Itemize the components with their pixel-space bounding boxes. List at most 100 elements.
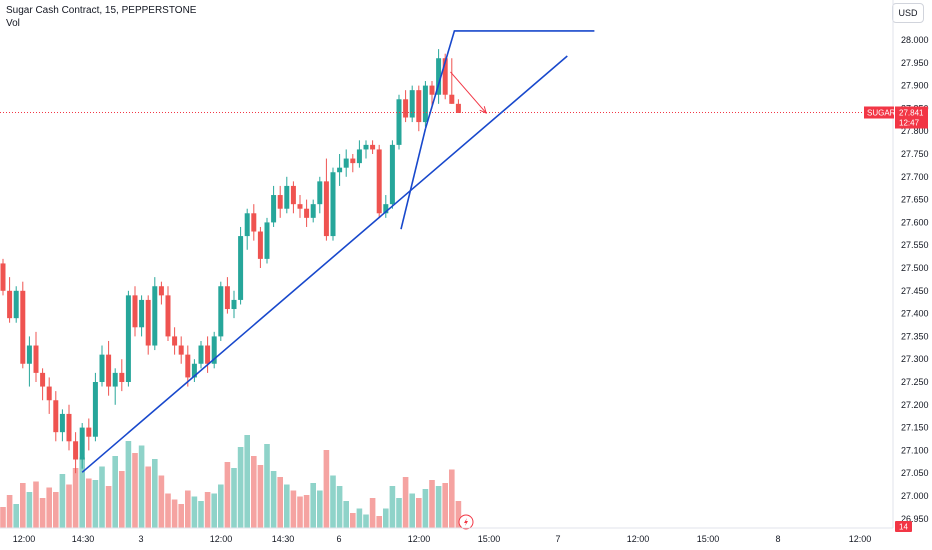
drawings[interactable] xyxy=(0,30,893,530)
candle-body xyxy=(422,85,428,123)
volume-bar xyxy=(165,493,171,528)
volume-bar xyxy=(59,474,66,528)
volume-bar xyxy=(138,445,145,528)
volume-bar xyxy=(277,477,283,528)
lightning-glyph xyxy=(464,518,468,526)
volume-bar xyxy=(39,498,46,528)
candle-body xyxy=(7,290,13,319)
volume-bar xyxy=(191,496,198,528)
candle-body xyxy=(26,345,32,364)
candle-body xyxy=(257,231,263,259)
volume-bar xyxy=(92,480,99,528)
volume-bar xyxy=(66,484,72,528)
candle-body xyxy=(370,144,376,150)
volume-bar xyxy=(429,480,435,528)
candle-body xyxy=(343,158,349,168)
candle-body xyxy=(165,295,171,337)
time-tick-label: 12:00 xyxy=(210,534,233,544)
candle-body xyxy=(125,295,131,382)
time-tick-label: 12:00 xyxy=(408,534,431,544)
time-tick-label: 15:00 xyxy=(697,534,720,544)
time-tick-label: 7 xyxy=(555,534,560,544)
price-tick-label: 27.450 xyxy=(901,286,929,296)
candle-body xyxy=(350,158,356,164)
volume-bar xyxy=(343,501,349,528)
candle-body xyxy=(106,354,112,387)
volume-bar xyxy=(79,457,85,528)
volume-bar xyxy=(297,496,303,528)
volume-bar xyxy=(409,493,415,528)
price-tick-label: 27.200 xyxy=(901,400,929,410)
candle-body xyxy=(211,336,217,364)
candle-body xyxy=(59,413,65,433)
candle-body xyxy=(290,185,296,205)
time-tick-label: 12:00 xyxy=(849,534,872,544)
candle-body xyxy=(416,90,422,123)
candle-body xyxy=(455,103,461,113)
time-tick-label: 14:30 xyxy=(72,534,95,544)
candle-body xyxy=(436,58,442,95)
time-tick-label: 8 xyxy=(775,534,780,544)
volume-bar xyxy=(303,495,310,528)
volume-bars xyxy=(0,435,462,528)
time-axis[interactable]: 12:00 14:30 3 12:00 14:30 6 12:00 15:00 7 12:00 15… xyxy=(0,527,893,544)
volume-bar xyxy=(244,435,250,528)
volume-bar xyxy=(6,495,13,528)
time-tick-label: 14:30 xyxy=(272,534,295,544)
candle-body xyxy=(79,427,85,460)
candle-body xyxy=(86,427,92,437)
price-tick-label: 28.000 xyxy=(901,35,929,45)
volume-bar xyxy=(53,492,59,528)
volume-bar xyxy=(396,498,402,528)
candle-body xyxy=(389,144,395,205)
price-tick-label: 27.750 xyxy=(901,149,929,159)
volume-bar xyxy=(317,490,323,528)
price-axis[interactable]: 28.00027.95027.90027.85027.80027.75027.7… xyxy=(892,0,929,528)
volume-bar xyxy=(132,453,138,528)
candle-body xyxy=(396,99,402,145)
volume-bar xyxy=(185,490,191,528)
candlesticks xyxy=(0,49,461,474)
price-tick-label: 27.600 xyxy=(901,217,929,227)
volume-bar xyxy=(449,469,455,528)
volume-bar xyxy=(455,501,462,528)
volume-bar xyxy=(369,498,376,528)
volume-bar xyxy=(20,483,26,528)
candle-body xyxy=(92,382,98,437)
symbol-title[interactable]: Sugar Cash Contract, 15, PEPPERSTONE xyxy=(6,5,197,16)
volume-bar xyxy=(442,483,448,528)
volume-bar xyxy=(72,468,79,528)
candle-body xyxy=(66,413,72,442)
price-tick-label: 27.000 xyxy=(901,491,929,501)
price-badge xyxy=(895,106,928,129)
volume-bar xyxy=(356,508,363,528)
symbol-badge xyxy=(864,106,894,119)
candle-body xyxy=(152,286,158,346)
volume-bar xyxy=(270,471,277,528)
candle-body xyxy=(132,295,138,328)
candle-body xyxy=(231,299,237,310)
price-tick-label: 27.050 xyxy=(901,468,929,478)
time-badge-label: 14 xyxy=(899,523,908,532)
candle-body xyxy=(442,58,448,95)
volume-bar xyxy=(46,487,52,528)
candle-body xyxy=(310,204,316,218)
candle-body xyxy=(409,90,415,118)
candle-body xyxy=(356,149,362,164)
candle-body xyxy=(383,204,389,214)
symbol-badge-label: SUGAR xyxy=(867,109,896,118)
candle-body xyxy=(218,286,224,337)
candle-body xyxy=(449,94,455,104)
volume-bar xyxy=(33,481,39,528)
candle-body xyxy=(158,286,164,296)
volume-bar xyxy=(416,498,422,528)
price-tick-label: 27.950 xyxy=(901,58,929,68)
volume-indicator-label[interactable]: Vol xyxy=(6,18,20,29)
price-tick-label: 27.650 xyxy=(901,195,929,205)
price-badge-countdown: 12:47 xyxy=(899,119,920,128)
volume-bar xyxy=(112,456,118,528)
candle-body xyxy=(238,236,244,300)
volume-bar xyxy=(218,484,224,528)
trendline xyxy=(400,128,427,230)
